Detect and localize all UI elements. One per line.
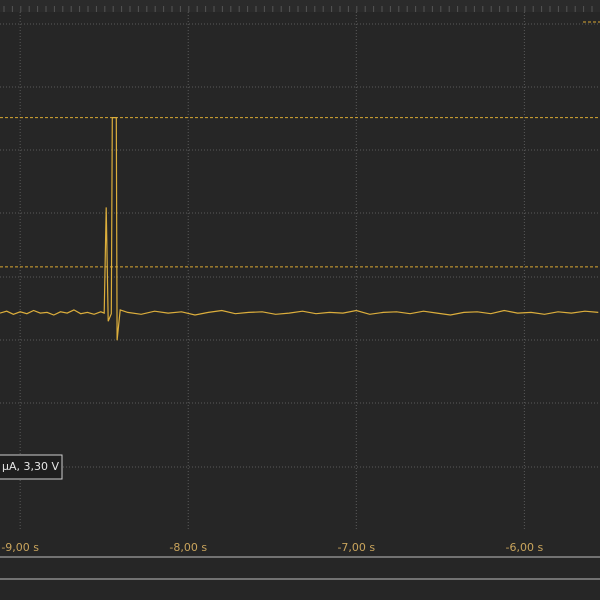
horizontal-grid — [0, 23, 600, 468]
time-ruler — [0, 0, 600, 12]
x-tick-label: -8,00 s — [169, 541, 207, 554]
annotation-box — [0, 454, 63, 480]
ruler-ticks — [3, 6, 593, 12]
x-tick-label: -9,00 s — [1, 541, 39, 554]
trace — [0, 117, 599, 341]
plot — [0, 12, 600, 530]
x-tick-label: -7,00 s — [337, 541, 375, 554]
annotation: μA, 3,30 V — [2, 460, 60, 473]
x-tick-label: -6,00 s — [506, 541, 544, 554]
